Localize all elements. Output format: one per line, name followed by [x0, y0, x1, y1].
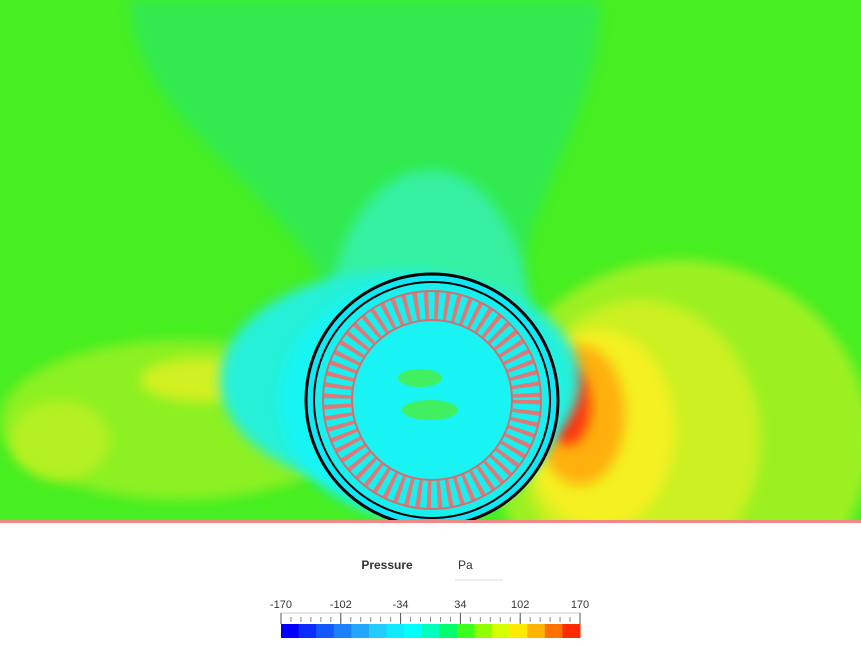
- colorbar-segment: [281, 624, 300, 638]
- colorbar-segment: [333, 624, 352, 638]
- colorbar-segment: [544, 624, 563, 638]
- colorbar-segment: [439, 624, 458, 638]
- tick-label: -170: [270, 599, 292, 611]
- colorbar-segment: [562, 624, 581, 638]
- colorbar-segment: [474, 624, 493, 638]
- colorbar-segment: [456, 624, 475, 638]
- tick-label: 102: [511, 599, 529, 611]
- colorbar-segment: [421, 624, 440, 638]
- boundary-line: [0, 520, 861, 523]
- colorbar-segment: [509, 624, 528, 638]
- colorbar-segment: [527, 624, 546, 638]
- tick-label: -34: [393, 599, 409, 611]
- colorbar-segment: [368, 624, 388, 638]
- colorbar-segment: [386, 624, 405, 638]
- colorbar-segment: [492, 624, 511, 638]
- colorbar-segment: [404, 624, 423, 638]
- legend-unit[interactable]: Pa: [458, 558, 473, 572]
- pressure-field: [0, 0, 861, 522]
- tick-label: 34: [454, 599, 466, 611]
- colorbar-segment: [351, 624, 370, 638]
- legend-title: Pressure: [361, 558, 413, 572]
- colorbar-segment: [298, 624, 317, 638]
- colorbar-segment: [316, 624, 335, 638]
- tick-label: -102: [330, 599, 352, 611]
- tick-label: 170: [571, 599, 589, 611]
